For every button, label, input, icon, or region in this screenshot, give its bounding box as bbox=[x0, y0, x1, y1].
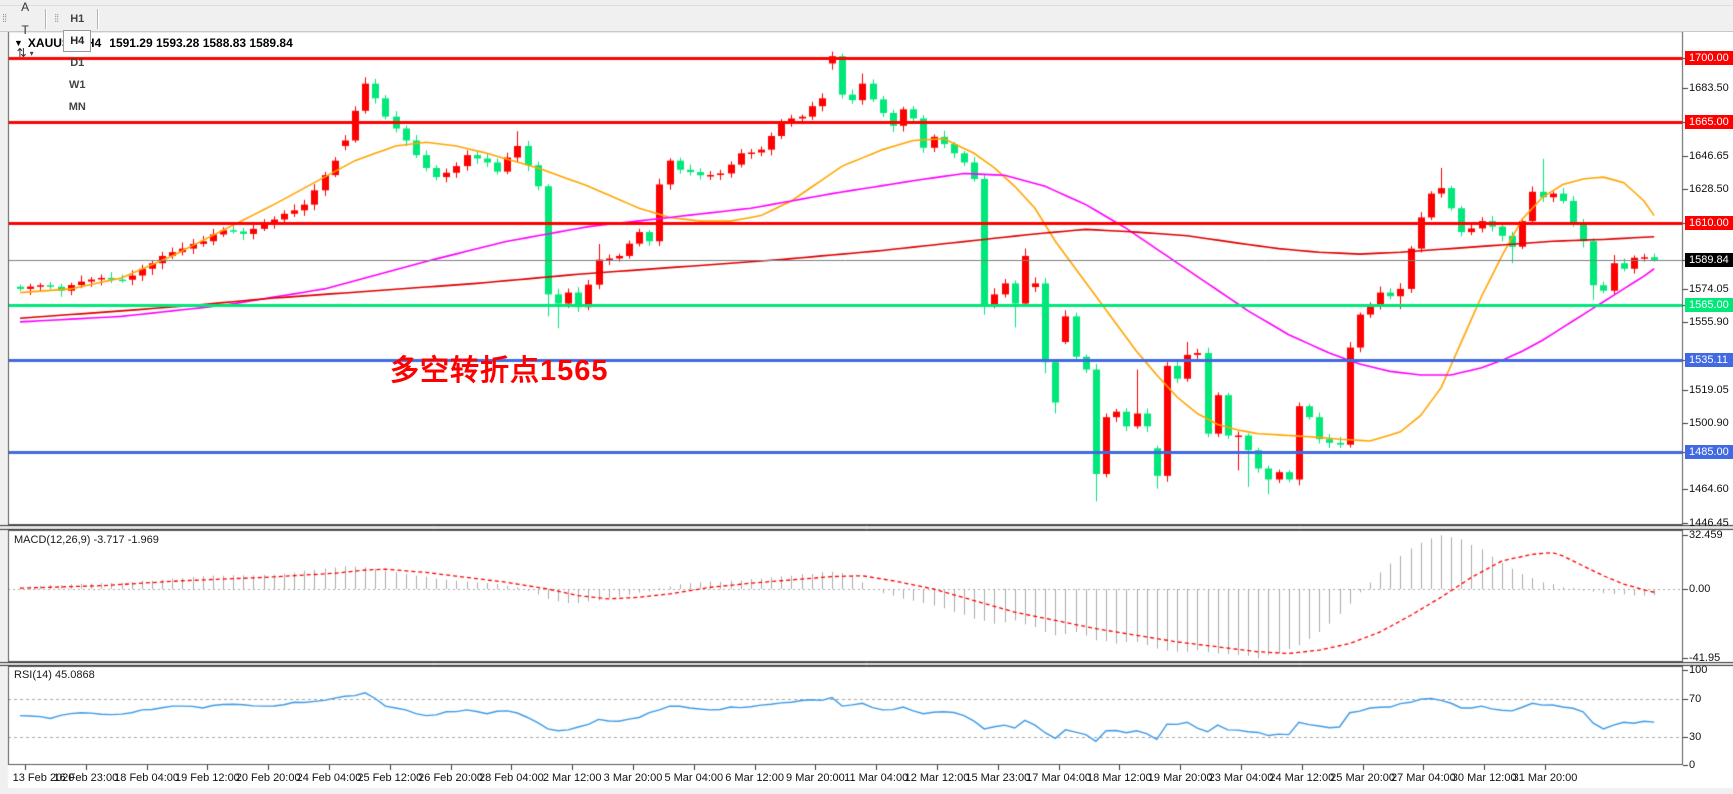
timeframe-buttons: M1M5M15M30H1H4D1W1MN bbox=[62, 0, 92, 118]
time-axis-label: 25 Feb 12:00 bbox=[357, 772, 423, 784]
time-axis-label: 5 Mar 04:00 bbox=[664, 772, 724, 784]
time-axis-label: 31 Mar 20:00 bbox=[1512, 772, 1578, 784]
toolbar-grip-icon[interactable]: ⁞⁞ bbox=[2, 12, 7, 25]
time-axis-label: 24 Feb 04:00 bbox=[296, 772, 362, 784]
timeframe-button-h4[interactable]: H4 bbox=[63, 29, 92, 52]
time-axis-label: 13 Feb 2020 bbox=[12, 772, 75, 784]
toolbar-separator bbox=[97, 8, 100, 29]
price-badge-green: 1565.00 bbox=[1685, 298, 1733, 313]
symbol-dropdown-icon[interactable]: ▼ bbox=[14, 38, 23, 48]
rsi-scale-label: 100 bbox=[1689, 664, 1708, 676]
price-badge-red: 1610.00 bbox=[1685, 215, 1733, 230]
time-axis-label: 27 Mar 04:00 bbox=[1390, 772, 1456, 784]
time-axis-label: 19 Feb 12:00 bbox=[174, 772, 240, 784]
symbol-ohlc-header: ▼ XAUUSD-,H4 1591.29 1593.28 1588.83 158… bbox=[14, 36, 293, 50]
rsi-scale-label: 0 bbox=[1689, 759, 1696, 771]
time-axis-label: 16 Feb 23:00 bbox=[53, 772, 119, 784]
toolbar-separator bbox=[45, 8, 48, 29]
time-axis-label: 3 Mar 20:00 bbox=[603, 772, 663, 784]
time-axis-label: 28 Feb 04:00 bbox=[478, 772, 544, 784]
rsi-indicator-label: RSI(14) 45.0868 bbox=[14, 669, 95, 681]
timeframe-button-d1[interactable]: D1 bbox=[70, 56, 85, 69]
time-axis-label: 26 Feb 20:00 bbox=[418, 772, 484, 784]
macd-indicator-label: MACD(12,26,9) -3.717 -1.969 bbox=[14, 534, 159, 546]
rsi-scale-label: 30 bbox=[1689, 730, 1702, 743]
text-label-tool-button[interactable]: A bbox=[21, 0, 30, 14]
price-tick-label: 1500.90 bbox=[1689, 416, 1729, 429]
time-axis-label: 17 Mar 04:00 bbox=[1026, 772, 1092, 784]
text-box-tool-button[interactable]: T bbox=[21, 23, 29, 37]
time-axis-label: 11 Mar 04:00 bbox=[844, 772, 909, 784]
time-axis-label: 9 Mar 20:00 bbox=[786, 772, 845, 784]
rsi-scale-label: 70 bbox=[1689, 692, 1702, 705]
timeframe-button-w1[interactable]: W1 bbox=[69, 78, 86, 91]
time-axis-label: 12 Mar 12:00 bbox=[904, 772, 970, 784]
cursor-mode-tool-button[interactable]: ⇅ ▾ bbox=[16, 46, 34, 60]
price-tick-label: 1519.05 bbox=[1689, 383, 1729, 396]
ohlc-values: 1591.29 1593.28 1588.83 1589.84 bbox=[109, 36, 293, 50]
time-axis-label: 30 Mar 12:00 bbox=[1451, 772, 1517, 784]
macd-scale-label: 32.459 bbox=[1689, 529, 1723, 542]
timeframe-button-mn[interactable]: MN bbox=[68, 100, 86, 113]
price-badge-red: 1700.00 bbox=[1685, 51, 1733, 65]
price-tick-label: 1574.05 bbox=[1689, 282, 1729, 295]
time-axis-label: 24 Mar 12:00 bbox=[1269, 772, 1335, 784]
price-tick-label: 1464.60 bbox=[1689, 483, 1729, 496]
timeframe-button-m30[interactable]: M30 bbox=[63, 0, 91, 8]
time-axis-label: 23 Mar 04:00 bbox=[1208, 772, 1274, 784]
price-tick-label: 1446.45 bbox=[1689, 516, 1729, 529]
timeframe-button-h1[interactable]: H1 bbox=[70, 12, 85, 25]
drawing-tool-buttons: ⠿FAT⇅▾ bbox=[10, 0, 40, 65]
toolbar: ⁞⁞ ⠿FAT⇅▾ ⁞⁞ M1M5M15M30H1H4D1W1MN bbox=[0, 0, 1733, 113]
time-axis-label: 2 Mar 12:00 bbox=[542, 772, 602, 784]
time-axis-label: 18 Mar 12:00 bbox=[1086, 772, 1152, 784]
toolbar-top-edge bbox=[0, 0, 1733, 6]
price-tick-label: 1628.50 bbox=[1689, 183, 1729, 196]
time-axis-label: 19 Mar 20:00 bbox=[1147, 772, 1213, 784]
time-axis-label: 15 Mar 23:00 bbox=[965, 772, 1031, 784]
time-axis-label: 18 Feb 04:00 bbox=[114, 772, 180, 784]
price-tick-label: 1646.65 bbox=[1689, 149, 1729, 162]
macd-scale-label: -41.95 bbox=[1689, 652, 1721, 665]
price-tick-label: 1683.50 bbox=[1689, 82, 1729, 95]
price-badge-blue: 1485.00 bbox=[1685, 445, 1733, 459]
time-axis-label: 25 Mar 20:00 bbox=[1330, 772, 1396, 784]
time-axis-label: 6 Mar 12:00 bbox=[725, 772, 784, 784]
toolbar-grip-icon[interactable]: ⁞⁞ bbox=[54, 12, 59, 25]
price-badge-black: 1589.84 bbox=[1685, 252, 1733, 267]
price-badge-blue: 1535.11 bbox=[1685, 353, 1733, 368]
time-axis-label: 20 Feb 20:00 bbox=[235, 772, 301, 784]
chart-annotation-text[interactable]: 多空转折点1565 bbox=[390, 355, 609, 387]
price-tick-label: 1555.90 bbox=[1689, 316, 1729, 329]
price-badge-red: 1665.00 bbox=[1685, 115, 1733, 130]
macd-scale-label: 0.00 bbox=[1689, 583, 1711, 595]
